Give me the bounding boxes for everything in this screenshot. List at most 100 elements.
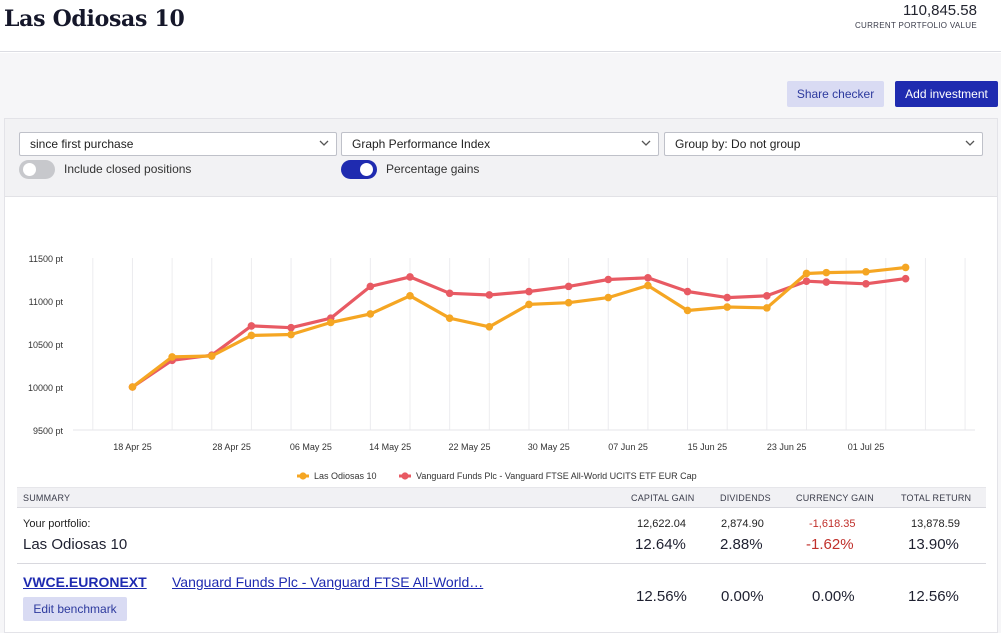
data-point [445, 314, 454, 322]
data-point [128, 383, 137, 391]
portfolio-dividends-abs: 2,874.90 [721, 518, 764, 530]
data-point [564, 298, 573, 307]
x-tick-label: 06 May 25 [290, 442, 332, 452]
legend-label: Las Odiosas 10 [314, 471, 377, 481]
data-point [862, 280, 870, 288]
main-content: Share checker Add investment since first… [0, 53, 1001, 633]
page-header: Las Odiosas 10 110,845.58 CURRENT PORTFO… [0, 0, 1001, 52]
y-tick-label: 10500 pt [28, 340, 64, 350]
data-point [445, 289, 454, 298]
portfolio-total-return-abs: 13,878.59 [911, 518, 960, 530]
legend-label: Vanguard Funds Plc - Vanguard FTSE All-W… [416, 471, 697, 481]
y-tick-label: 10000 pt [28, 383, 64, 393]
data-point [644, 273, 652, 282]
percentage-gains-toggle[interactable] [341, 159, 377, 179]
percentage-gains-toggle-row: Percentage gains [341, 159, 479, 179]
closed-positions-toggle-row: Include closed positions [19, 159, 191, 179]
portfolio-currency-gain-pct: -1.62% [806, 536, 854, 553]
percentage-gains-label: Percentage gains [386, 162, 480, 176]
x-tick-label: 23 Jun 25 [767, 442, 807, 452]
x-tick-label: 28 Apr 25 [212, 442, 251, 452]
portfolio-dividends-pct: 2.88% [720, 536, 763, 553]
period-select-value: since first purchase [30, 137, 134, 151]
period-select[interactable]: since first purchase [19, 132, 337, 156]
portfolio-row-name: Las Odiosas 10 [23, 536, 128, 553]
legend-item: Vanguard Funds Plc - Vanguard FTSE All-W… [399, 471, 697, 481]
series-line [131, 275, 906, 389]
data-point [168, 353, 176, 361]
graph-select-value: Graph Performance Index [352, 137, 491, 151]
data-point [802, 269, 811, 278]
closed-positions-toggle[interactable] [19, 159, 55, 179]
portfolio-value-block: 110,845.58 CURRENT PORTFOLIO VALUE [855, 2, 977, 30]
data-point [802, 277, 811, 286]
benchmark-dividends-pct: 0.00% [721, 588, 764, 605]
data-point [723, 293, 731, 302]
chart-controls: since first purchase Graph Performance I… [5, 119, 997, 197]
chevron-down-icon [319, 140, 329, 146]
add-investment-button[interactable]: Add investment [895, 81, 998, 107]
data-point [564, 282, 573, 291]
summary-header-total-return: TOTAL RETURN [901, 493, 972, 503]
data-point [683, 306, 692, 315]
data-point [683, 287, 692, 296]
data-point [207, 352, 216, 360]
portfolio-capital-gain-abs: 12,622.04 [637, 518, 686, 530]
data-point [525, 300, 533, 309]
data-point [485, 323, 494, 331]
data-point [822, 278, 831, 286]
share-checker-button[interactable]: Share checker [787, 81, 884, 107]
data-point [366, 282, 375, 291]
closed-positions-label: Include closed positions [64, 162, 192, 176]
benchmark-name-link[interactable]: Vanguard Funds Plc - Vanguard FTSE All-W… [172, 574, 484, 590]
data-point [763, 304, 771, 312]
benchmark-currency-gain-pct: 0.00% [812, 588, 855, 605]
x-tick-label: 01 Jul 25 [848, 442, 885, 452]
data-point [366, 310, 375, 318]
portfolio-value: 110,845.58 [903, 2, 977, 19]
x-tick-label: 30 May 25 [528, 442, 570, 452]
data-point [604, 293, 613, 302]
data-point [525, 287, 533, 296]
portfolio-currency-gain-abs: -1,618.35 [809, 518, 856, 530]
legend-item: Las Odiosas 10 [297, 471, 377, 481]
toggle-knob [23, 162, 36, 176]
data-point [247, 331, 256, 340]
data-point [287, 330, 295, 339]
data-point [604, 275, 613, 284]
data-point [485, 291, 494, 299]
summary-header-summary: SUMMARY [23, 493, 71, 503]
graph-select[interactable]: Graph Performance Index [341, 132, 659, 156]
x-tick-label: 22 May 25 [448, 442, 490, 452]
toggle-knob [360, 162, 373, 176]
benchmark-summary-row: VWCE.EURONEXT Vanguard Funds Plc - Vangu… [17, 563, 986, 627]
y-tick-label: 11500 pt [29, 254, 64, 264]
group-select[interactable]: Group by: Do not group [664, 132, 983, 156]
summary-header: SUMMARY CAPITAL GAIN DIVIDENDS CURRENCY … [17, 487, 986, 507]
portfolio-capital-gain-pct: 12.64% [635, 536, 686, 553]
data-point [406, 273, 414, 281]
performance-chart-svg: 9500 pt 10000 pt 10500 pt 11000 pt 11500 pt 1… [28, 254, 975, 481]
data-point [862, 267, 870, 276]
edit-benchmark-button[interactable]: Edit benchmark [23, 597, 127, 621]
portfolio-summary-row: Your portfolio: Las Odiosas 10 12,622.04… [17, 507, 986, 563]
data-point [901, 274, 910, 283]
benchmark-capital-gain-pct: 12.56% [636, 588, 687, 605]
legend-swatch-dot [299, 472, 307, 480]
x-tick-label: 18 Apr 25 [113, 442, 152, 452]
x-tick-label: 07 Jun 25 [608, 442, 648, 452]
portfolio-value-label: CURRENT PORTFOLIO VALUE [854, 21, 977, 30]
performance-panel: since first purchase Graph Performance I… [4, 118, 998, 633]
y-tick-label: 11000 pt [29, 297, 64, 307]
data-point [406, 292, 414, 300]
group-select-value: Group by: Do not group [675, 137, 801, 151]
performance-chart: 9500 pt 10000 pt 10500 pt 11000 pt 11500 pt 1… [5, 198, 997, 488]
summary-header-dividends: DIVIDENDS [720, 493, 771, 503]
y-tick-label: 9500 pt [33, 426, 64, 436]
benchmark-ticker-link[interactable]: VWCE.EURONEXT [23, 574, 147, 590]
data-point [763, 292, 771, 300]
summary-header-capital-gain: CAPITAL GAIN [631, 493, 695, 503]
data-point [822, 268, 831, 277]
data-point [723, 303, 731, 311]
benchmark-total-return-pct: 12.56% [908, 588, 959, 605]
